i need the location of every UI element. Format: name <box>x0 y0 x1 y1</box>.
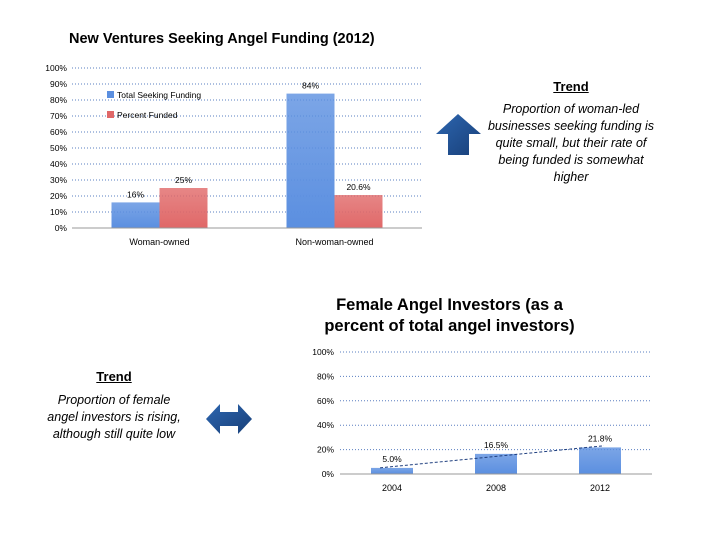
data-label: 5.0% <box>382 454 402 464</box>
y-tick-label: 20% <box>50 191 67 201</box>
chart-title-top: New Ventures Seeking Angel Funding (2012… <box>69 31 375 47</box>
bar <box>579 447 621 474</box>
trend-note-top: Trend Proportion of woman-led businesses… <box>486 79 656 186</box>
data-label: 25% <box>175 175 192 185</box>
y-tick-label: 100% <box>312 347 334 357</box>
y-tick-label: 20% <box>317 445 334 455</box>
legend-label: Percent Funded <box>117 110 178 120</box>
trend-text: Proportion of female angel investors is … <box>47 393 181 441</box>
y-tick-label: 100% <box>45 63 67 73</box>
y-tick-label: 60% <box>317 396 334 406</box>
y-tick-label: 30% <box>50 175 67 185</box>
y-tick-label: 40% <box>317 420 334 430</box>
bar <box>159 188 208 228</box>
legend-swatch <box>107 111 114 118</box>
trend-text: Proportion of woman-led businesses seeki… <box>487 102 655 184</box>
y-tick-label: 40% <box>50 159 67 169</box>
bar <box>286 93 335 228</box>
legend-label: Total Seeking Funding <box>117 90 201 100</box>
y-tick-label: 0% <box>322 469 335 479</box>
x-tick-label: 2004 <box>382 483 402 493</box>
bar <box>475 453 517 474</box>
trend-title: Trend <box>96 369 132 384</box>
trendline <box>379 445 605 469</box>
bar <box>111 202 160 228</box>
legend-swatch <box>107 91 114 98</box>
y-tick-label: 60% <box>50 127 67 137</box>
x-tick-label: 2008 <box>486 483 506 493</box>
data-label: 21.8% <box>588 433 613 443</box>
x-tick-label: 2012 <box>590 483 610 493</box>
y-tick-label: 90% <box>50 79 67 89</box>
y-tick-label: 70% <box>50 111 67 121</box>
data-label: 16.5% <box>484 440 509 450</box>
bar <box>334 195 383 228</box>
data-label: 84% <box>302 81 319 91</box>
x-tick-label: Non-woman-owned <box>295 237 373 247</box>
bar <box>371 467 413 474</box>
x-tick-label: Woman-owned <box>129 237 189 247</box>
trend-title: Trend <box>553 79 589 94</box>
y-tick-label: 50% <box>50 143 67 153</box>
data-label: 20.6% <box>346 182 371 192</box>
trend-note-bottom: Trend Proportion of female angel investo… <box>42 369 186 443</box>
y-tick-label: 80% <box>50 95 67 105</box>
y-tick-label: 80% <box>317 371 334 381</box>
y-tick-label: 0% <box>55 223 68 233</box>
data-label: 16% <box>127 189 144 199</box>
y-tick-label: 10% <box>50 207 67 217</box>
chart-title-bottom: Female Angel Investors (as a percent of … <box>324 296 575 335</box>
